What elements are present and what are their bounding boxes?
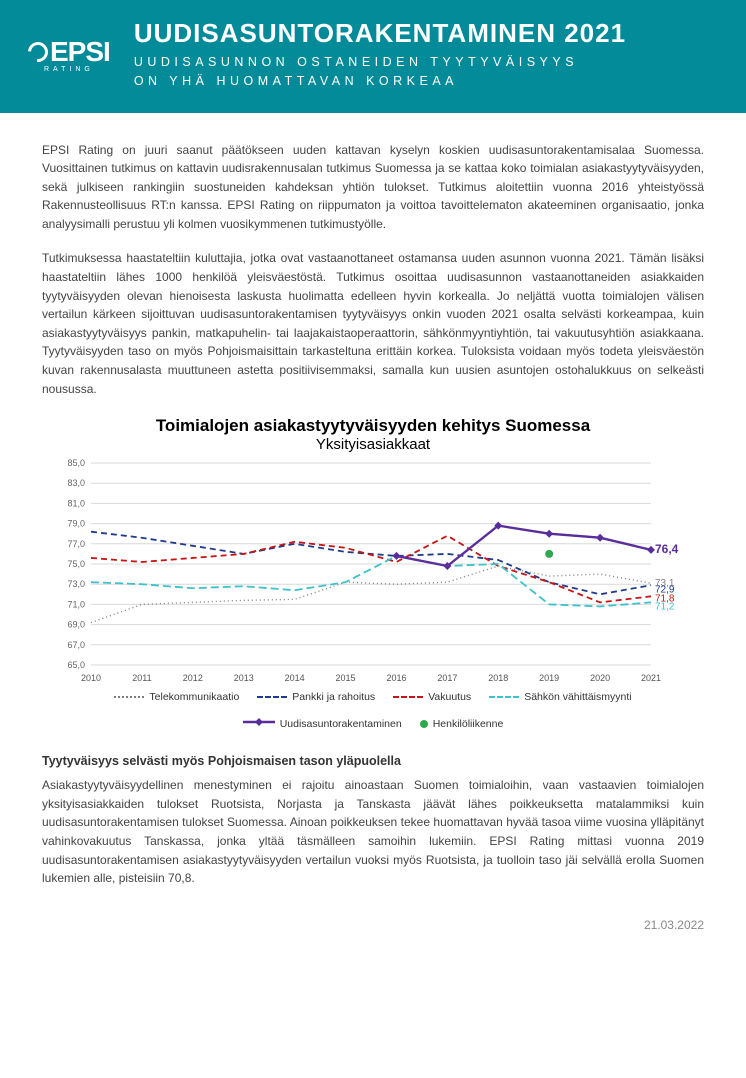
svg-text:79,0: 79,0 — [67, 519, 85, 529]
svg-text:65,0: 65,0 — [67, 660, 85, 670]
logo-c-icon — [24, 38, 52, 66]
svg-text:2018: 2018 — [488, 673, 508, 683]
svg-text:2020: 2020 — [590, 673, 610, 683]
svg-text:2016: 2016 — [386, 673, 406, 683]
chart-subtitle: Yksityisasiakkaat — [42, 436, 704, 453]
legend-swatch — [393, 696, 423, 698]
legend-item: Telekommunikaatio — [114, 691, 239, 703]
svg-text:2019: 2019 — [539, 673, 559, 683]
svg-text:77,0: 77,0 — [67, 539, 85, 549]
legend-item: Sähkön vähittäismyynti — [489, 691, 631, 703]
page-subtitle: UUDISASUNNON OSTANEIDEN TYYTYVÄISYYS ON … — [134, 53, 718, 91]
svg-text:73,0: 73,0 — [67, 579, 85, 589]
header-banner: EPSI RATING UUDISASUNTORAKENTAMINEN 2021… — [0, 0, 746, 113]
chart-legend: Telekommunikaatio Pankki ja rahoitus Vakuu… — [42, 691, 704, 730]
legend-item: Vakuutus — [393, 691, 471, 703]
legend-label: Sähkön vähittäismyynti — [524, 691, 631, 703]
legend-swatch — [114, 696, 144, 698]
legend-label: Vakuutus — [428, 691, 471, 703]
svg-text:2012: 2012 — [183, 673, 203, 683]
intro-paragraph-1: EPSI Rating on juuri saanut päätökseen u… — [42, 141, 704, 234]
legend-swatch — [489, 696, 519, 698]
subtitle-line1: UUDISASUNNON OSTANEIDEN TYYTYVÄISYYS — [134, 55, 578, 69]
svg-text:71,2: 71,2 — [655, 602, 675, 613]
svg-text:71,0: 71,0 — [67, 600, 85, 610]
chart-container: Toimialojen asiakastyytyväisyyden kehity… — [42, 416, 704, 730]
chart-title: Toimialojen asiakastyytyväisyyden kehity… — [42, 416, 704, 436]
intro-paragraph-2: Tutkimuksessa haastateltiin kuluttajia, … — [42, 249, 704, 398]
section2-paragraph: Asiakastyytyväisyydellinen menestyminen … — [42, 776, 704, 888]
logo-text: EPSI — [50, 36, 110, 68]
epsi-logo: EPSI RATING — [28, 36, 110, 73]
svg-text:2011: 2011 — [132, 673, 151, 683]
subtitle-line2: ON YHÄ HUOMATTAVAN KORKEAA — [134, 74, 458, 88]
main-content: EPSI Rating on juuri saanut päätökseen u… — [0, 113, 746, 914]
svg-text:75,0: 75,0 — [67, 559, 85, 569]
page-title: UUDISASUNTORAKENTAMINEN 2021 — [134, 18, 718, 49]
legend-label: Pankki ja rahoitus — [292, 691, 375, 703]
legend-item: Uudisasuntorakentaminen — [243, 717, 402, 730]
svg-text:69,0: 69,0 — [67, 620, 85, 630]
logo-sub: RATING — [44, 66, 94, 73]
section-heading: Tyytyväisyys selvästi myös Pohjoismaisen… — [42, 754, 704, 768]
svg-text:81,0: 81,0 — [67, 499, 85, 509]
svg-text:2015: 2015 — [336, 673, 356, 683]
legend-swatch — [420, 720, 428, 728]
logo-main: EPSI — [28, 36, 110, 68]
svg-text:2013: 2013 — [234, 673, 254, 683]
legend-item: Henkilöliikenne — [420, 717, 504, 730]
legend-swatch — [257, 696, 287, 698]
line-chart: 65,0 67,0 69,0 71,0 73,0 75,0 77,0 79,0 81,0 83,0… — [53, 457, 693, 687]
svg-text:2017: 2017 — [437, 673, 457, 683]
svg-text:67,0: 67,0 — [67, 640, 85, 650]
legend-label: Henkilöliikenne — [433, 718, 504, 730]
svg-text:83,0: 83,0 — [67, 478, 85, 488]
svg-text:2021: 2021 — [641, 673, 661, 683]
legend-item: Pankki ja rahoitus — [257, 691, 375, 703]
svg-text:2010: 2010 — [81, 673, 101, 683]
svg-text:2014: 2014 — [285, 673, 305, 683]
header-text: UUDISASUNTORAKENTAMINEN 2021 UUDISASUNNO… — [134, 18, 718, 91]
legend-label: Uudisasuntorakentaminen — [280, 718, 402, 730]
svg-text:76,4: 76,4 — [655, 542, 679, 556]
footer-date: 21.03.2022 — [0, 914, 746, 942]
legend-label: Telekommunikaatio — [149, 691, 239, 703]
svg-text:85,0: 85,0 — [67, 458, 85, 468]
legend-swatch — [243, 717, 275, 730]
